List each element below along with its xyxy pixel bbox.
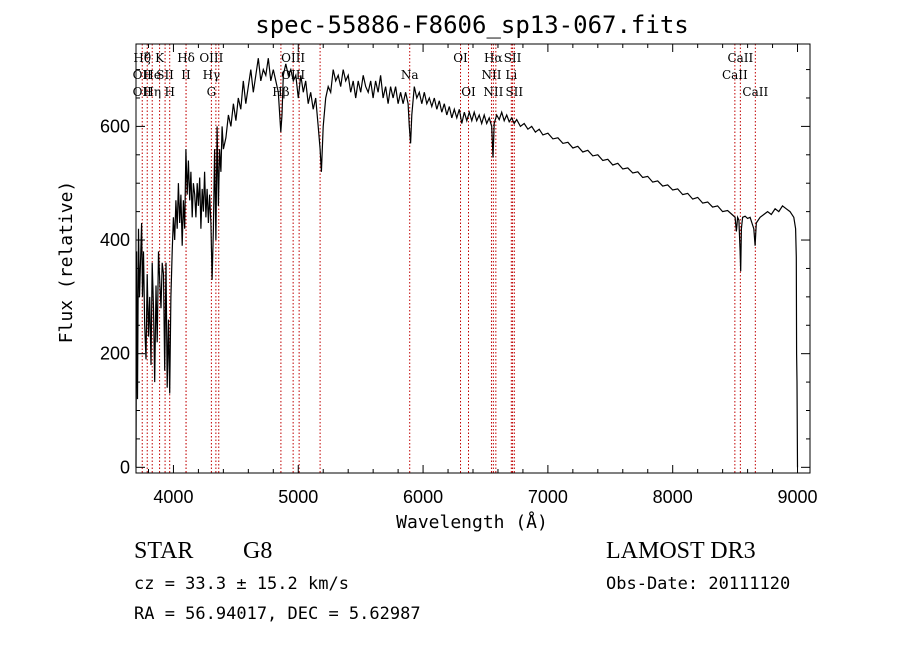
x-tick-label-0: 4000 xyxy=(153,487,193,507)
line-label-0-1: OII xyxy=(133,68,153,82)
sky-coordinates: RA = 56.94017, DEC = 5.62987 xyxy=(134,604,421,624)
line-label-6-0: Hδ xyxy=(177,51,195,65)
x-tick-label-1: 5000 xyxy=(278,487,318,507)
y-axis-label: Flux (relative) xyxy=(56,181,77,344)
line-label-11-0: Hβ xyxy=(272,85,289,99)
y-tick-label-0: 0 xyxy=(120,457,130,477)
line-label-7-0: II xyxy=(181,68,191,82)
observation-date: Obs-Date: 20111120 xyxy=(606,574,791,594)
object-subclass: G8 xyxy=(243,538,273,564)
line-label-8-0: OIII xyxy=(199,51,223,65)
spectral-line-markers xyxy=(141,44,756,473)
line-label-22-0: SII xyxy=(504,51,522,65)
x-axis-ticks: 4000 5000 6000 7000 8000 9000 xyxy=(147,44,818,507)
line-label-15-0: Na xyxy=(401,68,419,82)
line-label-23-0: SII xyxy=(505,85,523,99)
x-axis-label: Wavelength (Å) xyxy=(396,511,548,533)
line-label-0-0: Hθ xyxy=(133,51,151,65)
flux-series-line xyxy=(135,58,799,468)
redshift-velocity: cz = 33.3 ± 15.2 km/s xyxy=(134,574,349,594)
y-axis-ticks: 0 200 400 600 xyxy=(100,69,810,477)
line-label-3-0: K xyxy=(155,51,165,65)
line-label-2-0: He xyxy=(143,68,161,82)
line-label-5-0: H xyxy=(164,85,174,99)
line-label-8-2: G xyxy=(207,85,217,99)
line-label-4-0: SII xyxy=(156,68,174,82)
chart-title: spec-55886-F8606_sp13-067.fits xyxy=(255,11,688,39)
y-tick-label-1: 200 xyxy=(100,344,130,364)
line-label-0-2: OII xyxy=(133,85,153,99)
line-label-17-0: OI xyxy=(461,85,476,99)
line-label-8-1: Hγ xyxy=(203,68,221,82)
line-label-26-0: CaII xyxy=(742,85,768,99)
line-label-1-0: ζ xyxy=(144,51,151,65)
line-label-12-0: OIII xyxy=(281,51,305,65)
line-label-2-1: Hη xyxy=(143,85,161,99)
line-label-19-1: NII xyxy=(483,85,503,99)
y-tick-label-3: 600 xyxy=(100,116,130,136)
x-tick-label-5: 9000 xyxy=(777,487,817,507)
survey-name: LAMOST DR3 xyxy=(606,538,756,564)
line-label-16-0: OI xyxy=(453,51,468,65)
line-label-25-0: CaII xyxy=(727,51,753,65)
line-label-18-0: NII xyxy=(481,68,501,82)
line-label-19-0: Hα xyxy=(484,51,503,65)
x-tick-label-4: 8000 xyxy=(653,487,693,507)
y-tick-label-2: 400 xyxy=(100,230,130,250)
x-tick-label-3: 7000 xyxy=(528,487,568,507)
object-class: STAR xyxy=(134,538,194,564)
line-label-24-0: CaII xyxy=(722,68,748,82)
x-tick-label-2: 6000 xyxy=(403,487,443,507)
line-label-21-0: Li xyxy=(505,68,517,82)
